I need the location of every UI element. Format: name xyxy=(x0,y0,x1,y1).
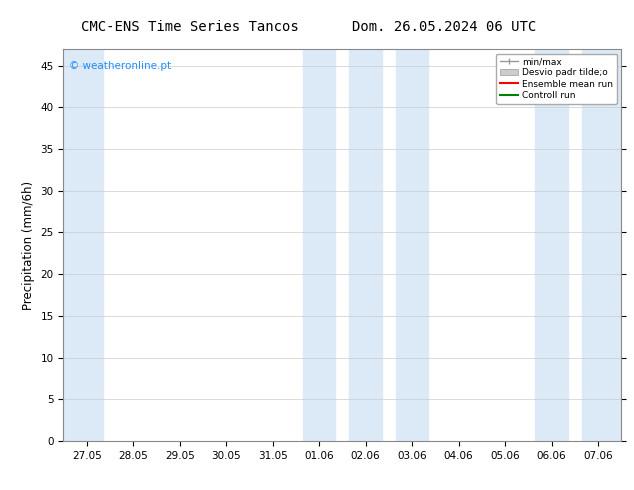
Bar xyxy=(582,49,621,441)
Text: Dom. 26.05.2024 06 UTC: Dom. 26.05.2024 06 UTC xyxy=(352,20,536,34)
Bar xyxy=(535,49,568,441)
Y-axis label: Precipitation (mm/6h): Precipitation (mm/6h) xyxy=(22,180,35,310)
Legend: min/max, Desvio padr tilde;o, Ensemble mean run, Controll run: min/max, Desvio padr tilde;o, Ensemble m… xyxy=(496,53,617,103)
Bar xyxy=(63,49,103,441)
Text: CMC-ENS Time Series Tancos: CMC-ENS Time Series Tancos xyxy=(81,20,299,34)
Bar xyxy=(396,49,429,441)
Bar xyxy=(349,49,382,441)
Bar xyxy=(303,49,335,441)
Text: © weatheronline.pt: © weatheronline.pt xyxy=(69,61,171,71)
